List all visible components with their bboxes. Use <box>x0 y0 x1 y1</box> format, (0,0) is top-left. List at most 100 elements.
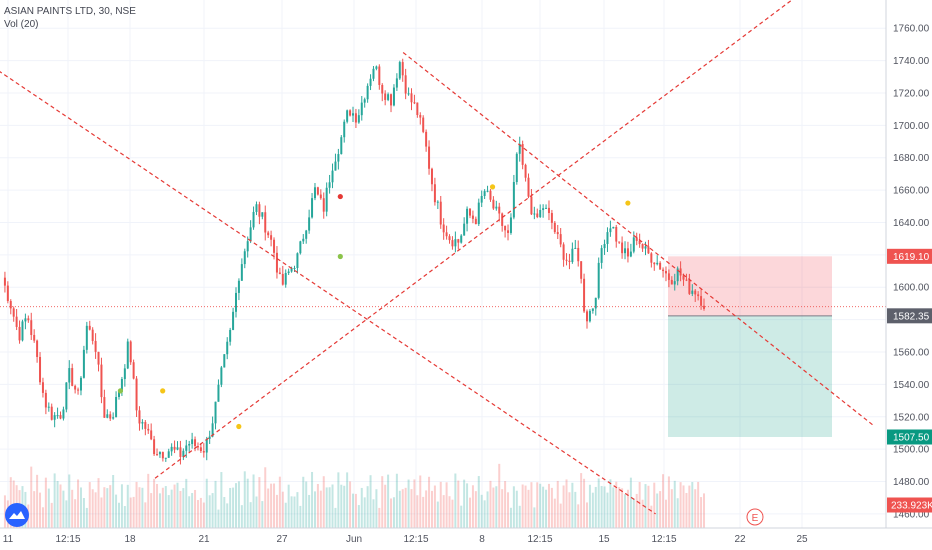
candle-body <box>164 457 167 459</box>
candle-body <box>270 235 273 240</box>
candle-body <box>62 409 65 419</box>
candle-body <box>518 144 521 154</box>
volume-bar <box>243 471 246 528</box>
volume-bar <box>565 479 568 528</box>
candle-body <box>381 84 384 94</box>
candle-body <box>626 248 629 257</box>
time-tick-label: 22 <box>734 534 746 545</box>
volume-bar <box>515 490 518 528</box>
event-marker[interactable]: E <box>746 508 764 526</box>
volume-bar <box>44 477 47 528</box>
volume-bar <box>302 476 305 528</box>
volume-bar <box>53 473 56 528</box>
candle-body <box>214 401 217 424</box>
volume-bar <box>205 478 208 528</box>
volume-bar <box>574 491 577 528</box>
candlestick-series <box>3 58 705 465</box>
candle-body <box>150 430 153 440</box>
volume-bar <box>135 481 138 528</box>
candle-body <box>545 207 548 209</box>
signal-marker <box>117 388 124 394</box>
candle-body <box>594 297 597 309</box>
candle-body <box>369 78 372 86</box>
volume-bar <box>694 489 697 528</box>
volume-bar <box>673 480 676 528</box>
time-tick-label: 8 <box>479 534 485 545</box>
candle-body <box>580 261 583 279</box>
time-axis[interactable]: 11 12:15 18 21 27 Jun 12:15 8 12:15 15 12:15 22 25 <box>0 527 932 550</box>
volume-bar <box>173 484 176 528</box>
volume-bar <box>188 496 191 528</box>
volume-bar <box>524 485 527 528</box>
candle-body <box>401 62 404 76</box>
candle-body <box>512 182 515 218</box>
volume-bar <box>606 492 609 528</box>
candle-body <box>547 207 550 214</box>
candle-body <box>612 226 615 229</box>
volume-bar <box>255 496 258 528</box>
volume-bar <box>463 479 466 528</box>
signal-marker <box>236 423 242 430</box>
candle-body <box>15 316 18 327</box>
volume-bar <box>650 505 653 528</box>
candle-body <box>170 446 173 452</box>
volume-bar <box>106 488 109 528</box>
volume-bar <box>229 487 232 528</box>
chart-grid <box>0 0 886 528</box>
volume-bar <box>556 480 559 528</box>
volume-bar <box>553 498 556 528</box>
candle-body <box>36 340 39 357</box>
signal-marker <box>625 200 631 206</box>
volume-bar <box>123 506 126 528</box>
price-tick-label: 1480.00 <box>893 477 930 488</box>
time-tick-label: 25 <box>796 534 808 545</box>
candle-body <box>258 204 261 217</box>
candle-body <box>536 213 539 218</box>
candle-body <box>392 87 395 106</box>
candle-body <box>378 66 381 85</box>
candle-body <box>410 93 413 103</box>
volume-bar <box>533 507 536 528</box>
candle-body <box>91 329 94 341</box>
tradingview-logo-icon[interactable] <box>5 503 29 527</box>
candle-body <box>471 215 474 219</box>
volume-bar <box>226 503 229 528</box>
volume-bar <box>542 486 545 528</box>
volume-bar <box>354 493 357 528</box>
candle-body <box>644 246 647 249</box>
candle-body <box>357 115 360 123</box>
volume-bar <box>211 493 214 528</box>
volume-bar <box>85 507 88 528</box>
price-axis[interactable]: 1460.00 1480.00 1500.00 1520.00 1540.00 1560.… <box>885 0 932 550</box>
candle-body <box>161 452 164 459</box>
candle-body <box>267 232 270 236</box>
candle-body <box>384 93 387 100</box>
candle-body <box>352 113 354 116</box>
volume-bar <box>340 484 343 528</box>
volume-bar <box>629 477 632 528</box>
volume-bar <box>65 500 68 528</box>
candle-body <box>68 368 71 383</box>
candle-body <box>588 310 591 322</box>
volume-bar <box>252 474 255 528</box>
candle-body <box>240 264 243 281</box>
volume-bar <box>480 494 483 528</box>
symbol-title[interactable]: ASIAN PAINTS LTD, 30, NSE <box>4 6 136 17</box>
volume-bar <box>71 489 74 528</box>
price-tick-label: 1720.00 <box>893 88 930 99</box>
volume-bar <box>682 485 685 528</box>
volume-bar <box>235 483 237 528</box>
candle-body <box>609 228 612 233</box>
volume-bar <box>334 507 337 528</box>
volume-bar <box>126 484 129 528</box>
volume-tag-bg <box>887 497 932 513</box>
volume-bar <box>167 495 170 528</box>
volume-bar <box>185 478 188 528</box>
volume-indicator-label[interactable]: Vol (20) <box>4 19 39 30</box>
volume-bar <box>311 471 314 528</box>
volume-bar <box>258 477 261 528</box>
volume-bar <box>270 483 273 528</box>
candle-body <box>167 451 170 458</box>
volume-bar <box>664 499 667 528</box>
